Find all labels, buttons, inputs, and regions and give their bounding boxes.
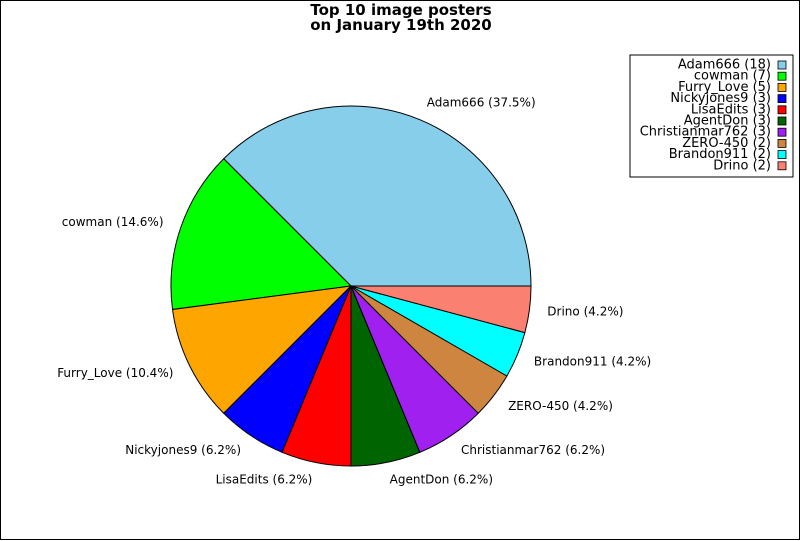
legend-label-furry-love: Furry_Love (5) [678, 80, 771, 95]
slice-label-zero-450: ZERO-450 (4.2%) [508, 399, 613, 413]
legend-label-cowman: cowman (7) [694, 69, 771, 84]
pie-slice-drino [350, 285, 532, 334]
legend-label-zero-450: ZERO-450 (2) [682, 136, 771, 151]
chart-title-line-1: Top 10 image posters [310, 1, 492, 19]
pie-slice-furry-love [171, 285, 353, 414]
legend-label-lisaedits: LisaEdits (3) [691, 102, 771, 117]
pie-slice-cowman [170, 158, 353, 311]
slice-label-adam666: Adam666 (37.5%) [427, 96, 536, 110]
legend-swatch-agentdon [777, 116, 787, 126]
slice-label-brandon911: Brandon911 (4.2%) [534, 354, 651, 368]
legend-swatch-zero-450 [777, 138, 787, 148]
slice-label-cowman: cowman (14.6%) [62, 215, 164, 229]
legend-swatch-lisaedits [777, 105, 787, 115]
legend-frame [629, 54, 794, 178]
legend: Adam666 (18)cowman (7)Furry_Love (5)Nick… [629, 54, 794, 178]
pie-slices [170, 105, 532, 467]
legend-label-drino: Drino (2) [713, 158, 771, 173]
legend-label-christianmar762: Christianmar762 (3) [640, 125, 771, 140]
slice-label-christianmar762: Christianmar762 (6.2%) [461, 443, 605, 457]
legend-swatch-brandon911 [777, 150, 787, 160]
legend-swatch-nickyjones9 [777, 94, 787, 103]
legend-swatch-furry-love [777, 83, 787, 92]
pie-slice-adam666 [223, 105, 532, 287]
legend-label-nickyjones9: Nickyjones9 (3) [670, 91, 771, 106]
chart-title-line-2: on January 19th 2020 [310, 16, 492, 34]
slice-label-nickyjones9: Nickyjones9 (6.2%) [125, 443, 241, 457]
legend-label-agentdon: AgentDon (3) [684, 114, 771, 129]
legend-swatch-drino [777, 161, 787, 171]
slice-label-drino: Drino (4.2%) [547, 304, 623, 318]
slice-label-lisaedits: LisaEdits (6.2%) [216, 473, 313, 487]
legend-swatch-cowman [777, 71, 787, 81]
slice-label-agentdon: AgentDon (6.2%) [390, 473, 493, 487]
slice-label-furry-love: Furry_Love (10.4%) [57, 366, 173, 380]
legend-swatch-christianmar762 [777, 127, 787, 137]
legend-swatch-adam666 [777, 60, 787, 70]
legend-label-adam666: Adam666 (18) [678, 58, 771, 73]
pie-slice-labels: Adam666 (37.5%) cowman (14.6%) Furry_Love … [57, 96, 651, 487]
legend-label-brandon911: Brandon911 (2) [669, 147, 771, 162]
chart-title: Top 10 image posters on January 19th 202… [1, 3, 800, 33]
